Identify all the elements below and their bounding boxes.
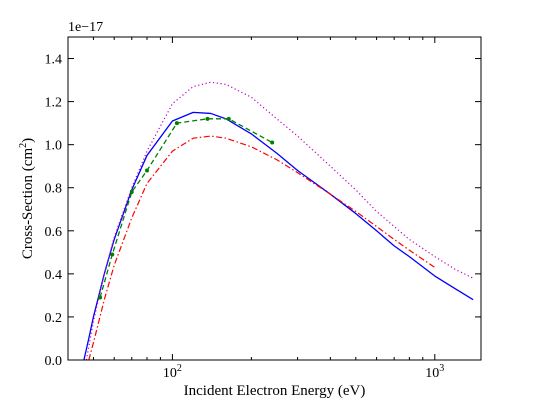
x-axis-label: Incident Electron Energy (eV) [184,383,366,399]
series-4-point [144,168,149,173]
series-4-point [205,116,210,121]
y-tick-label: 0.8 [45,182,63,197]
series-1-line [83,111,474,361]
y-tick-label: 1.4 [45,53,63,68]
series-4-point [174,121,179,126]
series-3-line [88,135,436,361]
y-axis-label: Cross-Section (cm2) [18,138,36,259]
series-4-line [99,118,273,298]
y-tick-label: 1.2 [45,96,63,111]
x-tick-label: 103 [425,363,444,381]
series-4-point [226,116,231,121]
series-4-point [98,295,103,300]
y-axis-label-superscript: 2 [18,143,29,148]
series-4-point [110,252,115,257]
plot-frame [67,36,482,361]
x-tick-label: 102 [163,363,182,381]
series-4-point [129,190,134,195]
series-2-line [85,81,474,361]
series-4-point [270,140,275,145]
y-tick-label: 0.0 [45,354,63,369]
axis-ticks: 0.0 0.2 0.4 0.6 0.8 1.0 1.2 1.4 102 103 [45,37,481,381]
y-tick-label: 0.2 [45,311,63,326]
y-tick-label: 1.0 [45,139,63,154]
y-axis-label-close: ) [20,138,36,143]
y-tick-label: 0.6 [45,225,63,240]
y-tick-label: 0.4 [45,268,63,283]
y-axis-label-base: Cross-Section (cm [20,148,36,260]
y-offset-label: 1e−17 [68,20,103,35]
